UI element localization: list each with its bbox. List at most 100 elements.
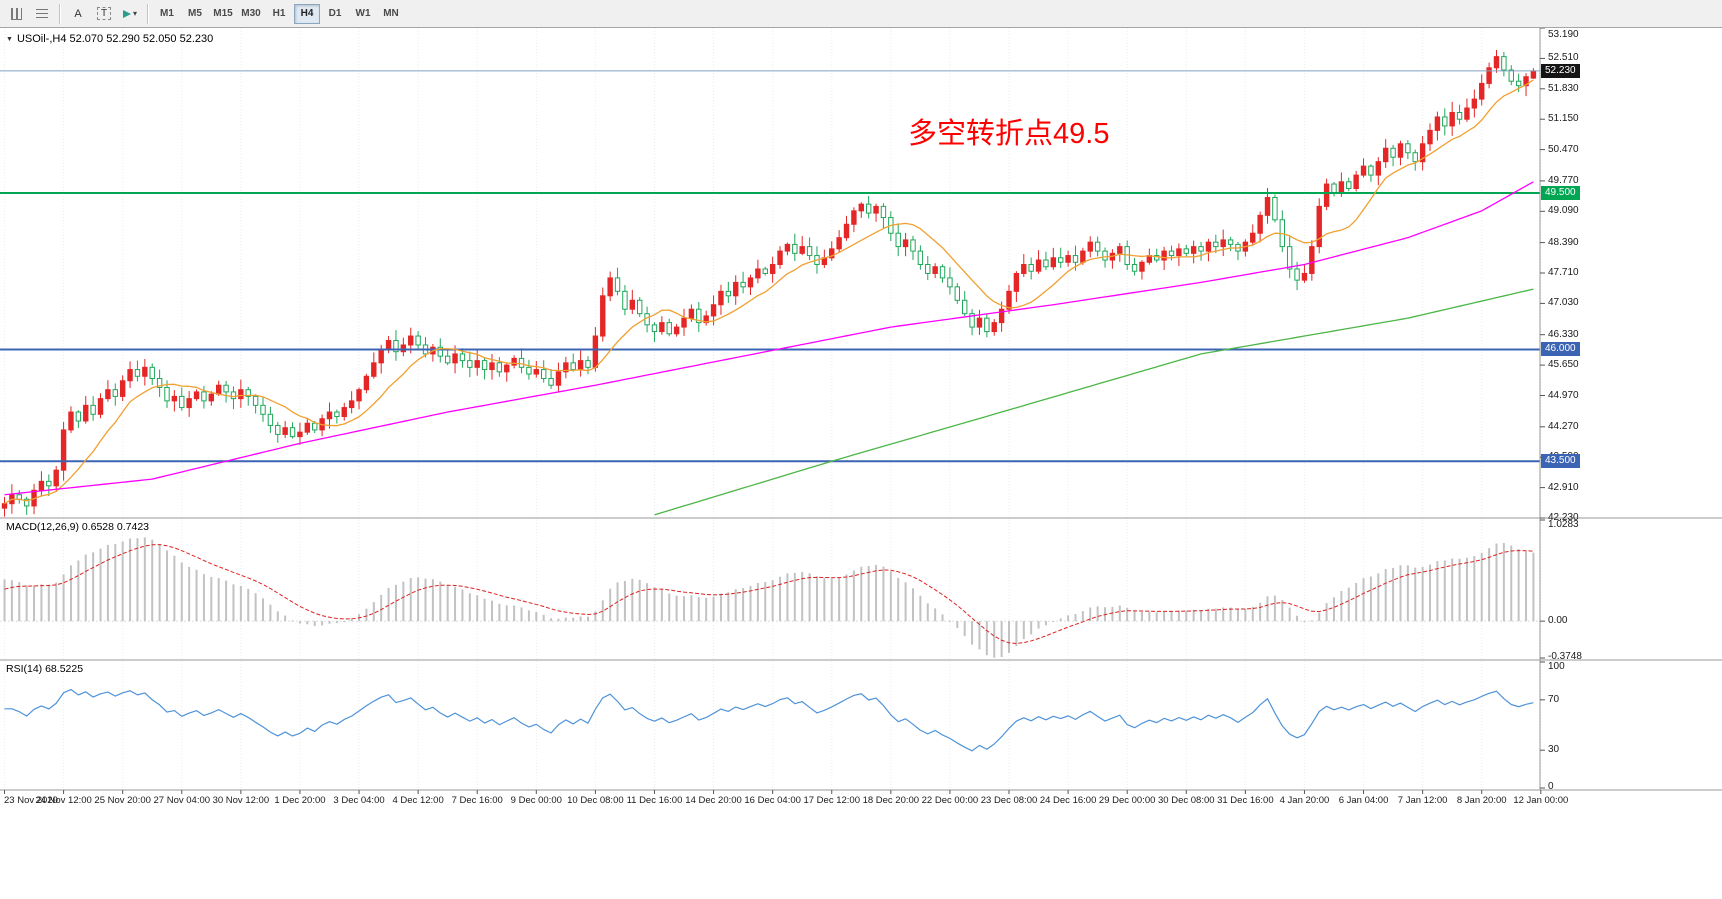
candle-body (1508, 69, 1514, 82)
candle-body (23, 498, 30, 507)
shape-icon (122, 9, 131, 18)
timeframe-button-h4[interactable]: H4 (294, 3, 320, 24)
candle-body (90, 404, 96, 415)
timeframe-button-w1[interactable]: W1 (355, 8, 371, 19)
macd-histogram-bar (1244, 608, 1247, 622)
macd-histogram-bar (956, 621, 959, 629)
candle-body (164, 386, 170, 402)
macd-histogram-bar (779, 576, 782, 622)
candle-body (526, 366, 532, 375)
shapes-tool-button[interactable]: ▾ (118, 3, 142, 25)
candle-body (53, 469, 59, 487)
macd-histogram-bar (683, 596, 686, 622)
candle-body (481, 360, 488, 371)
candle-body (1316, 205, 1322, 248)
macd-histogram-bar (77, 560, 80, 622)
timeframe-button-m1[interactable]: M1 (160, 8, 174, 19)
timeframe-button-d1[interactable]: D1 (328, 8, 342, 19)
macd-histogram-bar (712, 596, 715, 622)
candle-body (961, 299, 968, 315)
candle-body (548, 378, 554, 386)
rsi-indicator-label: RSI(14) 68.5225 (6, 663, 84, 675)
candle-body (1117, 246, 1123, 254)
candle-body (363, 375, 370, 391)
text-tool-button[interactable]: T (92, 3, 116, 25)
macd-histogram-bar (490, 600, 493, 622)
candle-body (725, 290, 732, 297)
candle-body (127, 369, 133, 382)
cursor-tool-button[interactable]: A (66, 3, 90, 25)
candle-body (1405, 143, 1411, 154)
annotation-text: 多空转折点49.5 (908, 118, 1110, 150)
candle-body (865, 203, 872, 214)
macd-histogram-bar (106, 544, 109, 622)
macd-histogram-bar (734, 589, 737, 622)
candle-body (740, 281, 746, 288)
ma-mid-line (4, 181, 1534, 496)
candle-body (769, 264, 776, 274)
macd-histogram-bar (343, 621, 346, 623)
candle-body (1006, 290, 1012, 310)
candle-body (1257, 214, 1263, 234)
macd-histogram-bar (1148, 611, 1151, 622)
macd-histogram-bar (845, 574, 848, 622)
macd-histogram-bar (587, 616, 590, 622)
macd-histogram-bar (1236, 608, 1239, 622)
candle-body (799, 246, 805, 254)
candle-body (666, 322, 672, 335)
candle-body (393, 340, 399, 353)
macd-histogram-bar (210, 577, 213, 622)
macd-histogram-bar (993, 621, 996, 658)
timeframe-button-m15[interactable]: M15 (213, 8, 233, 19)
candle-body (1205, 241, 1212, 252)
macd-histogram-bar (911, 588, 914, 622)
timeframe-button-mn[interactable]: MN (383, 8, 399, 19)
candle-body (969, 313, 975, 328)
candle-body (718, 290, 724, 306)
candle-body (356, 389, 362, 402)
candle-body (208, 393, 215, 402)
macd-histogram-bar (1384, 569, 1387, 622)
candle-body (1501, 56, 1507, 71)
chart-window-button[interactable] (4, 3, 28, 25)
macd-histogram-bar (542, 614, 545, 622)
candle-body (998, 308, 1005, 324)
objects-list-button[interactable] (30, 3, 54, 25)
macd-histogram-bar (1133, 610, 1136, 622)
candle-body (873, 205, 879, 214)
candle-body (496, 362, 503, 373)
candle-body (1338, 181, 1345, 194)
macd-histogram-bar (1067, 615, 1070, 622)
macd-histogram-bar (1074, 614, 1077, 622)
macd-histogram-bar (838, 577, 841, 622)
candle-body (518, 357, 525, 368)
candle-body (245, 389, 251, 397)
macd-histogram-bar (402, 581, 405, 622)
timeframe-button-m30[interactable]: M30 (241, 8, 261, 19)
macd-histogram-bar (904, 582, 907, 622)
macd-histogram-bar (335, 621, 338, 624)
macd-histogram-bar (756, 583, 759, 622)
macd-histogram-bar (860, 566, 863, 622)
macd-histogram-bar (1318, 612, 1321, 622)
macd-histogram-bar (1355, 582, 1358, 622)
candle-body (563, 362, 569, 373)
macd-histogram-bar (1296, 615, 1299, 622)
timeframe-button-m5[interactable]: M5 (188, 8, 202, 19)
macd-histogram-bar (151, 539, 154, 622)
candle-body (777, 250, 783, 266)
candle-body (1013, 272, 1020, 292)
candle-body (1419, 143, 1426, 163)
macd-histogram-bar (1525, 551, 1528, 622)
timeframe-button-h1[interactable]: H1 (272, 8, 286, 19)
macd-histogram-bar (690, 595, 693, 622)
macd-histogram-bar (1347, 587, 1350, 622)
macd-histogram-bar (431, 579, 434, 622)
macd-histogram-bar (1340, 590, 1343, 622)
candle-body (326, 411, 333, 420)
ma-fast-line (4, 79, 1534, 505)
macd-histogram-bar (461, 589, 464, 622)
macd-histogram-bar (25, 585, 28, 622)
macd-histogram-bar (62, 574, 65, 622)
